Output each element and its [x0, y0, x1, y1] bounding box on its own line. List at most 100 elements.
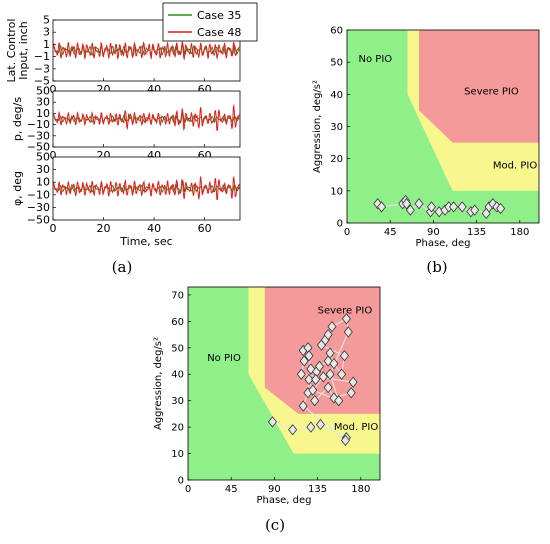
x-tick-label: 0	[344, 227, 350, 238]
x-axis-label: Phase, deg	[256, 495, 311, 506]
data-point	[315, 360, 325, 372]
y-tick-label: −30	[27, 129, 50, 142]
y-axis-label: Input, inch	[17, 21, 30, 80]
y-tick-label: 60	[330, 26, 343, 37]
x-axis-label: Phase, deg	[415, 238, 470, 249]
y-axis-label: Lat. Control	[5, 19, 18, 83]
y-tick-label: −50	[27, 214, 50, 227]
data-point	[315, 418, 325, 431]
legend-frame	[162, 2, 258, 42]
y-tick-label: −3	[34, 62, 50, 75]
y-axis-label: Aggression, deg/s²	[312, 80, 323, 173]
data-point	[310, 395, 320, 407]
data-point	[340, 434, 350, 446]
y-tick-label: 1	[43, 38, 50, 51]
series-line-case-48	[52, 103, 241, 132]
data-point	[341, 313, 351, 325]
data-point	[339, 350, 349, 362]
y-tick-label: 30	[36, 96, 50, 109]
y-axis-label: p, deg/s	[11, 97, 24, 141]
data-point	[426, 201, 436, 213]
x-tick-label: 90	[268, 484, 281, 495]
x-tick-label: 180	[351, 484, 370, 495]
plot-frame	[187, 286, 381, 481]
region-label: Mod. PIO	[334, 422, 378, 433]
data-point	[457, 201, 467, 213]
data-point	[377, 201, 387, 213]
data-point	[325, 347, 335, 359]
x-tick-label: 45	[384, 227, 397, 238]
data-point	[296, 368, 306, 380]
x-tick-label: 40	[147, 222, 161, 235]
series-line-case-48	[52, 175, 241, 201]
y-tick-label: 50	[36, 85, 50, 98]
x-axis-label: Time, sec	[119, 235, 172, 248]
legend-entry: Case 35	[197, 9, 241, 22]
y-tick-label: 0	[337, 219, 343, 230]
y-tick-label: −30	[27, 201, 50, 214]
data-point	[325, 368, 335, 380]
data-point	[298, 400, 308, 412]
region-label: Mod. PIO	[493, 160, 537, 171]
y-tick-label: 10	[36, 107, 50, 120]
x-tick-label: 135	[308, 484, 327, 495]
x-tick-label: 45	[225, 484, 238, 495]
data-point	[318, 371, 328, 383]
x-tick-label: 60	[198, 222, 212, 235]
y-tick-label: −1	[34, 50, 50, 63]
data-point	[414, 198, 424, 210]
caption-a: (a)	[112, 258, 133, 276]
subplot-frame	[52, 156, 241, 221]
region-label: Severe PIO	[318, 305, 373, 316]
data-point	[405, 204, 415, 216]
y-tick-label: −5	[34, 75, 50, 88]
data-point	[327, 321, 337, 333]
x-tick-label: 180	[510, 227, 529, 238]
data-point	[308, 384, 318, 396]
caption-c: (c)	[265, 516, 285, 534]
data-point	[402, 198, 412, 210]
y-tick-label: −10	[27, 188, 50, 201]
y-tick-label: 10	[330, 186, 343, 197]
y-tick-label: 0	[178, 476, 184, 487]
x-tick-label: 0	[50, 149, 57, 162]
chart-c: No PIO Mod. PIO Severe PIO 0 45 90 135 180 0 10 20…	[153, 286, 381, 506]
data-point	[311, 373, 321, 386]
y-tick-label: 3	[43, 26, 50, 39]
y-tick-label: 5	[43, 14, 50, 27]
data-point	[304, 373, 314, 386]
y-axis-label: Aggression, deg/s²	[153, 337, 164, 430]
legend-entry: Case 48	[197, 26, 241, 39]
legend: Case 35 Case 48	[162, 2, 258, 42]
data-point	[323, 381, 333, 394]
data-point	[348, 376, 358, 388]
data-point	[267, 416, 277, 428]
region-label: Severe PIO	[464, 86, 519, 97]
subplot-frame	[52, 90, 241, 148]
y-tick-label: 50	[36, 151, 50, 164]
data-point	[449, 201, 459, 213]
y-tick-label: 60	[171, 317, 184, 328]
data-point	[323, 328, 333, 341]
data-point	[470, 204, 480, 216]
data-point	[346, 387, 356, 399]
y-tick-label: 70	[171, 290, 184, 301]
y-tick-label: −10	[27, 118, 50, 131]
region-label: No PIO	[207, 353, 241, 364]
data-point	[304, 350, 314, 362]
y-tick-label: −50	[27, 141, 50, 154]
y-tick-label: 10	[171, 449, 184, 460]
y-tick-label: 50	[171, 343, 184, 354]
caption-b: (b)	[426, 258, 447, 276]
y-tick-label: 40	[330, 90, 343, 101]
region-severe-pio	[419, 30, 539, 143]
x-tick-label: 0	[50, 83, 57, 96]
x-tick-label: 20	[97, 222, 111, 235]
series-line-case-48	[52, 40, 241, 61]
data-point	[306, 421, 316, 433]
data-point	[299, 355, 309, 367]
y-tick-label: 20	[330, 154, 343, 165]
